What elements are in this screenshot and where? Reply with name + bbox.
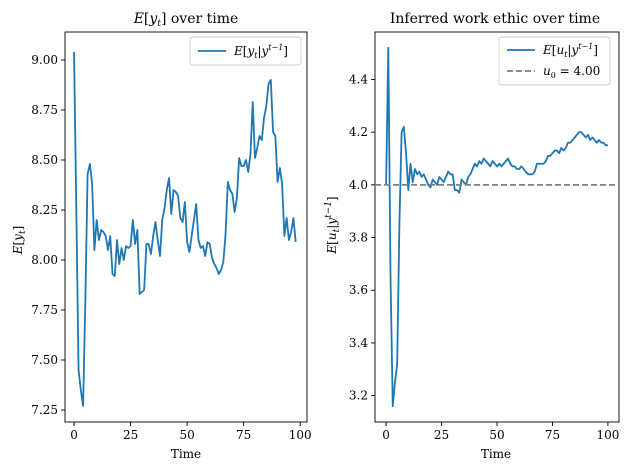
left-legend: E[yt|yt−1] (189, 36, 302, 66)
right-y-axis-label: E[ut|yt−1] (324, 196, 342, 254)
right-chart-title: Inferred work ethic over time (390, 11, 600, 27)
x-tick-label: 100 (289, 428, 312, 442)
x-tick-label: 75 (545, 428, 560, 442)
x-tick-label: 25 (123, 428, 138, 442)
y-tick-label: 8.50 (31, 153, 58, 167)
left-plot-area: 0 25 50 75 100 7.25 7.50 7.75 8.00 8.25 8.50 8.75 9.… (31, 31, 312, 442)
y-tick-label: 7.75 (31, 303, 58, 317)
series-line (385, 46, 608, 408)
left-chart: E[yt] over time 0 25 50 75 100 7.25 7.50 7.75 8.… (11, 11, 312, 461)
y-tick-label: 3.4 (349, 336, 368, 350)
y-tick-label: 4.2 (349, 125, 368, 139)
y-tick-label: 8.00 (31, 253, 58, 267)
y-tick-label: 7.25 (31, 403, 58, 417)
x-tick-label: 0 (382, 428, 390, 442)
y-tick-label: 9.00 (31, 53, 58, 67)
x-tick-label: 0 (70, 428, 78, 442)
y-tick-label: 8.25 (31, 203, 58, 217)
x-tick-label: 25 (434, 428, 449, 442)
right-legend-label-baseline: u0 = 4.00 (543, 64, 600, 80)
plot-frame (64, 31, 308, 423)
y-tick-label: 4.0 (349, 178, 368, 192)
right-plot-area: 0 25 50 75 100 3.2 3.4 3.6 3.8 4.0 4.2 4.4 (349, 31, 620, 442)
left-y-axis-label: E[yt] (11, 226, 28, 256)
y-tick-label: 3.6 (349, 283, 368, 297)
left-chart-title: E[yt] over time (133, 11, 239, 29)
right-legend: E[ut|yt−1] u0 = 4.00 (498, 36, 611, 86)
right-x-axis-label: Time (481, 447, 511, 461)
x-tick-label: 50 (179, 428, 194, 442)
x-tick-label: 75 (236, 428, 251, 442)
series-line (73, 51, 297, 407)
y-tick-label: 4.4 (349, 72, 368, 86)
y-tick-label: 3.8 (349, 231, 368, 245)
right-chart: Inferred work ethic over time 0 25 50 75 100… (324, 11, 620, 461)
left-legend-label: E[yt|yt−1] (233, 43, 288, 60)
y-tick-label: 8.75 (31, 103, 58, 117)
x-tick-label: 50 (489, 428, 504, 442)
left-x-axis-label: Time (171, 447, 201, 461)
y-tick-label: 7.50 (31, 353, 58, 367)
right-legend-label-estimate: E[ut|yt−1] (542, 42, 598, 59)
y-tick-label: 3.2 (349, 389, 368, 403)
x-tick-label: 100 (596, 428, 619, 442)
